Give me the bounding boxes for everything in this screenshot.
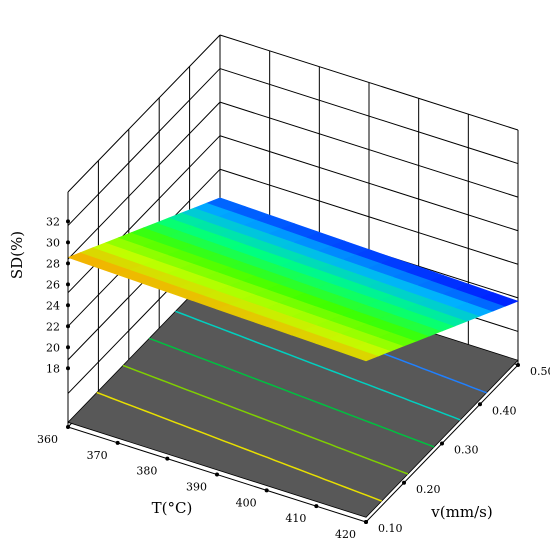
chart-axes: 18 20 22 24 26 28 30 32 360 370 380 390 400 410 420 0.1… — [37, 192, 550, 541]
left-wall-gridline — [67, 34, 221, 193]
contour-lines — [96, 283, 487, 502]
contour-line — [96, 391, 382, 502]
x-tick-label: 380 — [136, 465, 157, 478]
z-tick-mark — [66, 345, 70, 350]
y-tick-mark — [402, 480, 406, 485]
z-tick-mark — [66, 282, 70, 287]
x-tick-label: 420 — [335, 528, 356, 541]
z-tick-label: 32 — [46, 215, 60, 228]
z-tick-mark — [66, 219, 70, 224]
contour-line — [122, 364, 409, 475]
response-surface — [67, 197, 519, 362]
x-tick-mark — [115, 440, 120, 445]
x-tick-mark — [215, 472, 219, 477]
y-tick-label: 0.30 — [454, 444, 479, 457]
y-axis-title: v(mm/s) — [430, 503, 492, 521]
y-tick-label: 0.50 — [530, 365, 550, 378]
y-tick-label: 0.40 — [492, 404, 517, 417]
z-tick-label: 30 — [46, 236, 60, 249]
x-axis-title: T(°C) — [152, 499, 193, 517]
z-tick-label: 24 — [46, 299, 60, 312]
z-tick-mark — [66, 240, 70, 245]
x-tick-label: 400 — [236, 496, 257, 509]
x-tick-mark — [314, 504, 319, 509]
surface-patch — [479, 292, 519, 307]
z-axis-title: SD(%) — [8, 231, 26, 279]
x-tick-label: 370 — [87, 449, 108, 462]
z-tick-label: 18 — [46, 362, 60, 375]
z-tick-label: 22 — [46, 320, 60, 333]
y-tick-label: 0.10 — [378, 522, 403, 535]
z-tick-mark — [66, 366, 70, 371]
left-wall-gridline — [67, 101, 221, 260]
z-tick-label: 28 — [46, 257, 60, 270]
y-tick-mark — [364, 520, 368, 524]
y-tick-mark — [478, 402, 482, 407]
y-tick-mark — [440, 441, 444, 446]
x-tick-label: 360 — [37, 433, 58, 446]
contour-line — [175, 310, 461, 421]
left-wall-gridline — [67, 68, 221, 226]
contour-line — [148, 337, 435, 448]
x-tick-mark — [66, 425, 70, 429]
y-tick-label: 0.20 — [416, 483, 441, 496]
y-tick-mark — [516, 363, 520, 367]
z-tick-mark — [66, 303, 70, 308]
x-tick-mark — [165, 456, 170, 461]
x-tick-label: 410 — [285, 512, 306, 525]
z-tick-mark — [66, 261, 70, 266]
z-tick-mark — [66, 324, 70, 329]
z-tick-label: 26 — [46, 278, 60, 291]
z-tick-label: 20 — [46, 341, 60, 354]
x-tick-mark — [264, 488, 269, 493]
x-tick-label: 390 — [186, 481, 207, 494]
